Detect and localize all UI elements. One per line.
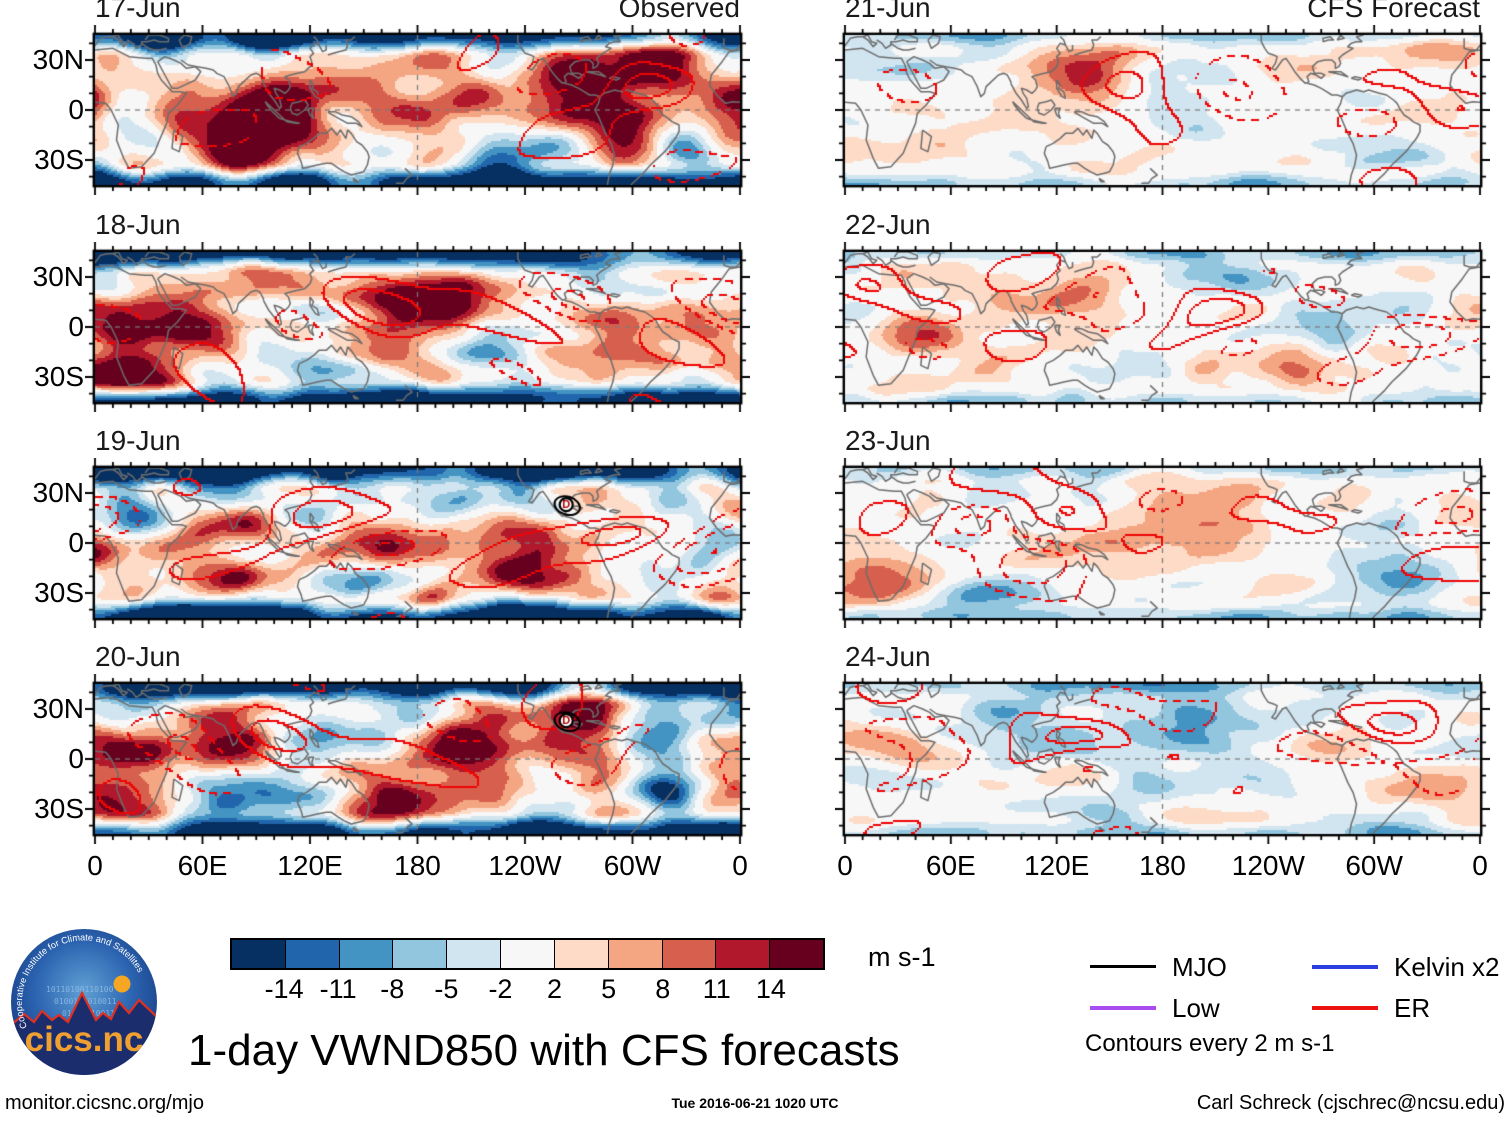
generation-timestamp: Tue 2016-06-21 1020 UTC bbox=[671, 1095, 839, 1111]
lon-tick-label: 60W bbox=[1345, 850, 1403, 881]
legend-label: ER bbox=[1394, 993, 1431, 1023]
colorbar-tick-label: 2 bbox=[547, 974, 563, 1004]
lon-tick-label: 0 bbox=[87, 850, 103, 881]
lon-tick-label: 0 bbox=[837, 850, 853, 881]
lon-tick-label: 120E bbox=[1023, 850, 1090, 881]
lat-tick-label: 30S bbox=[34, 793, 84, 824]
panel-22-jun: 22-Jun bbox=[835, 209, 1490, 412]
colorbar-tick-label: -11 bbox=[319, 974, 357, 1004]
column-heading: CFS Forecast bbox=[1307, 0, 1480, 23]
panel-date: 20-Jun bbox=[95, 641, 181, 672]
colorbar-tick-label: -8 bbox=[380, 974, 405, 1004]
panel-date: 21-Jun bbox=[845, 0, 931, 23]
panel-18-jun: 18-Jun bbox=[85, 209, 750, 412]
lon-tick-label: 60E bbox=[177, 850, 228, 881]
colorbar-tick-label: 8 bbox=[655, 974, 671, 1004]
colorbar-swatch-9 bbox=[716, 940, 771, 968]
panel-date: 23-Jun bbox=[845, 425, 931, 456]
column-heading: Observed bbox=[618, 0, 740, 23]
legend-item-kelvin-x2: Kelvin x2 bbox=[1312, 952, 1510, 982]
map-canvas-18-jun bbox=[85, 242, 750, 412]
panel-date: 22-Jun bbox=[845, 209, 931, 240]
panel-19-jun: 19-Jun bbox=[85, 425, 750, 628]
logo-mountains bbox=[11, 993, 157, 1075]
colorbar-swatch-7 bbox=[608, 940, 663, 968]
author-credit: Carl Schreck (cjschrec@ncsu.edu) bbox=[1196, 1092, 1505, 1114]
colorbar-swatch-0 bbox=[232, 940, 286, 968]
lat-tick-label: 30S bbox=[34, 577, 84, 608]
lon-tick-label: 60W bbox=[603, 850, 662, 881]
lon-tick-label: 0 bbox=[1472, 850, 1488, 881]
source-url: monitor.cicsnc.org/mjo bbox=[5, 1092, 204, 1114]
lat-tick-label: 30N bbox=[32, 44, 84, 75]
map-canvas-23-jun bbox=[835, 458, 1490, 628]
legend-label: Kelvin x2 bbox=[1394, 952, 1500, 982]
colorbar-swatch-10 bbox=[770, 940, 823, 968]
lat-tick-label: 30S bbox=[34, 144, 84, 175]
legend-label: Low bbox=[1172, 993, 1220, 1023]
legend-line-swatch bbox=[1312, 1006, 1378, 1010]
colorbar-swatch-5 bbox=[501, 940, 555, 968]
lon-tick-label: 180 bbox=[394, 850, 441, 881]
cics-logo: 10110100110100 0100110010011 01011010011… bbox=[11, 929, 157, 1075]
lat-tick-label: 0 bbox=[68, 94, 84, 125]
map-canvas-20-jun bbox=[85, 674, 750, 844]
map-canvas-17-jun bbox=[85, 25, 750, 195]
logo-wordmark: cics.nc bbox=[25, 1020, 144, 1059]
colorbar-swatch-3 bbox=[393, 940, 448, 968]
colorbar-swatch-2 bbox=[339, 940, 394, 968]
colorbar-tick-label: -14 bbox=[264, 974, 304, 1004]
map-canvas-22-jun bbox=[835, 242, 1490, 412]
lat-tick-label: 30N bbox=[32, 477, 84, 508]
legend-item-er: ER bbox=[1312, 993, 1510, 1023]
lon-tick-label: 60E bbox=[925, 850, 976, 881]
lat-tick-label: 30N bbox=[32, 693, 84, 724]
legend-note: Contours every 2 m s-1 bbox=[1085, 1030, 1335, 1057]
colorbar-tick-label: 5 bbox=[601, 974, 617, 1004]
lon-tick-label: 120W bbox=[1231, 850, 1305, 881]
panel-date: 18-Jun bbox=[95, 209, 181, 240]
lat-tick-label: 0 bbox=[68, 743, 84, 774]
colorbar-swatch-1 bbox=[285, 940, 340, 968]
colorbar-swatch-8 bbox=[662, 940, 717, 968]
lon-tick-label: 180 bbox=[1139, 850, 1186, 881]
lat-tick-label: 0 bbox=[68, 311, 84, 342]
colorbar-swatches bbox=[230, 938, 825, 970]
legend-line-swatch bbox=[1312, 965, 1378, 969]
lon-tick-label: 120E bbox=[277, 850, 343, 881]
colorbar-unit: m s-1 bbox=[868, 942, 936, 972]
legend-item-mjo: MJO bbox=[1090, 952, 1320, 982]
colorbar-tick-label: -2 bbox=[488, 974, 513, 1004]
panel-17-jun: 17-Jun Observed bbox=[85, 0, 750, 195]
colorbar-tick-label: 11 bbox=[702, 974, 731, 1004]
legend-line-swatch bbox=[1090, 965, 1156, 968]
panel-21-jun: 21-Jun CFS Forecast bbox=[835, 0, 1490, 195]
colorbar-swatch-4 bbox=[447, 940, 502, 968]
panel-20-jun: 20-Jun bbox=[85, 641, 750, 844]
colorbar-tick-label: -5 bbox=[434, 974, 459, 1004]
map-canvas-21-jun bbox=[835, 25, 1490, 195]
map-canvas-19-jun bbox=[85, 458, 750, 628]
lon-tick-label: 120W bbox=[488, 850, 562, 881]
panel-23-jun: 23-Jun bbox=[835, 425, 1490, 628]
logo-ridge-line bbox=[11, 990, 157, 1027]
panel-date: 24-Jun bbox=[845, 641, 931, 672]
map-canvas-24-jun bbox=[835, 674, 1490, 844]
lat-tick-label: 0 bbox=[68, 527, 84, 558]
colorbar-swatch-6 bbox=[554, 940, 609, 968]
lon-tick-label: 0 bbox=[732, 850, 748, 881]
panel-date: 19-Jun bbox=[95, 425, 181, 456]
lat-tick-label: 30N bbox=[32, 261, 84, 292]
legend-item-low: Low bbox=[1090, 993, 1320, 1023]
lat-tick-label: 30S bbox=[34, 361, 84, 392]
panel-24-jun: 24-Jun bbox=[835, 641, 1490, 844]
sun-icon bbox=[113, 975, 131, 993]
legend-line-swatch bbox=[1090, 1006, 1156, 1010]
colorbar-tick-label: 14 bbox=[755, 974, 786, 1004]
figure-title: 1-day VWND850 with CFS forecasts bbox=[188, 1026, 900, 1075]
legend-label: MJO bbox=[1172, 952, 1227, 982]
colorbar: -14 -11 -8 -5 -2 2 5 8 11 14 bbox=[230, 938, 825, 1010]
panel-date: 17-Jun bbox=[95, 0, 181, 23]
